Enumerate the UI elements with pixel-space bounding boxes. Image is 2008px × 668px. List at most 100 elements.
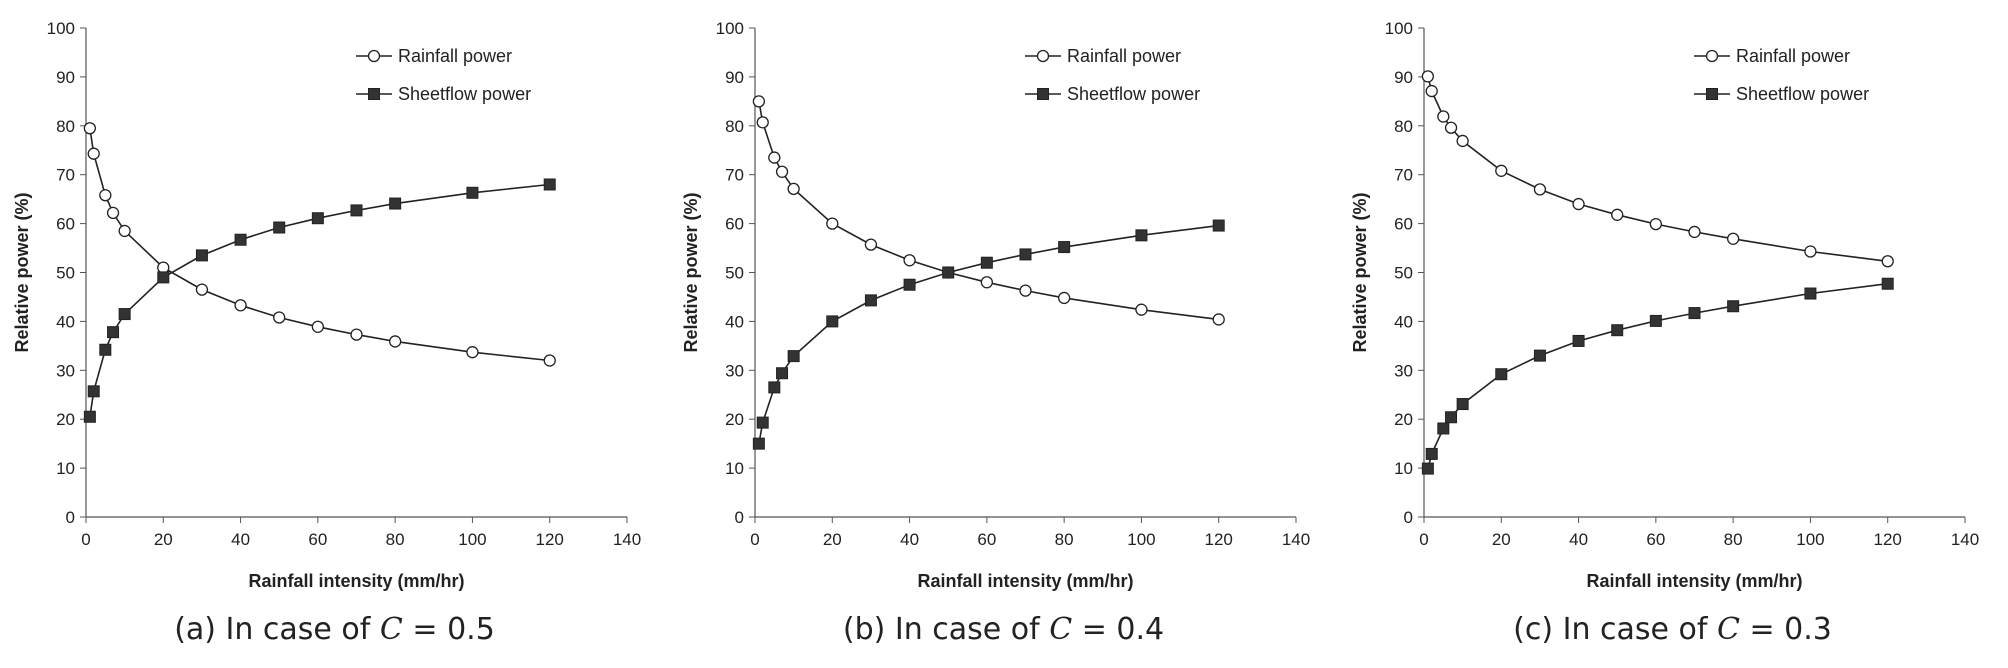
sheetflow-power-point xyxy=(752,437,765,450)
legend-marker-rainfall-power xyxy=(367,49,381,63)
rainfall-power-point xyxy=(756,116,769,129)
x-tick-label: 60 xyxy=(308,530,327,549)
x-tick-label: 100 xyxy=(1127,530,1155,549)
x-axis-title: Rainfall intensity (mm/hr) xyxy=(917,571,1133,591)
caption-a-value: = 0.5 xyxy=(402,612,495,647)
legend-label-sheetflow-power: Sheetflow power xyxy=(398,84,531,104)
chart-b: 0 10 20 30 40 50 60 70 80 90 100 0 20 40 60 80 100 120 140… xyxy=(681,19,1310,591)
rainfall-power-point xyxy=(752,95,766,108)
rainfall-power-point xyxy=(903,254,916,267)
x-tick-label: 20 xyxy=(1492,530,1511,549)
x-tick-label: 80 xyxy=(386,530,405,549)
legend-marker-sheetflow-power xyxy=(368,88,380,100)
legend-marker-sheetflow-power xyxy=(1706,88,1718,100)
rainfall-power-point xyxy=(1456,134,1469,148)
rainfall-power-point xyxy=(768,151,781,164)
rainfall-power-point xyxy=(118,224,131,238)
rainfall-power-point xyxy=(195,283,209,296)
rainfall-power-point xyxy=(1421,70,1435,83)
y-tick-label: 20 xyxy=(1394,410,1413,429)
y-tick-label: 10 xyxy=(725,459,744,478)
sheetflow-power-point xyxy=(350,204,363,217)
rainfall-power-point xyxy=(864,238,878,251)
rainfall-power-point xyxy=(1881,255,1894,268)
y-tick-label: 70 xyxy=(1394,166,1413,185)
rainfall-power-point xyxy=(1726,232,1740,245)
chart-c: 0 10 20 30 40 50 60 70 80 90 100 0 20 40 60 80 100 120 140… xyxy=(1350,19,1979,591)
y-axis-title: Relative power (%) xyxy=(681,192,701,352)
y-tick-label: 60 xyxy=(56,215,75,234)
rainfall-power-point xyxy=(234,299,247,312)
rainfall-power-point xyxy=(775,165,789,178)
y-tick-label: 70 xyxy=(725,166,744,185)
chart-panel-a: 0 10 20 30 40 50 60 70 80 90 100 0 20 40 60 80 100 120 140… xyxy=(0,0,669,668)
sheetflow-power-point xyxy=(195,249,208,262)
sheetflow-power-point xyxy=(787,350,800,363)
x-tick-label: 60 xyxy=(1646,530,1665,549)
sheetflow-power-point xyxy=(768,381,781,394)
sheetflow-power-point xyxy=(311,212,324,225)
rainfall-power-point xyxy=(1688,225,1701,239)
y-tick-label: 100 xyxy=(47,19,75,38)
rainfall-power-point xyxy=(273,311,286,324)
sheetflow-power-point xyxy=(1058,241,1071,254)
sheetflow-power-point xyxy=(1804,287,1817,300)
y-tick-label: 50 xyxy=(725,264,744,283)
sheetflow-power-point xyxy=(1572,334,1585,347)
rainfall-power-point xyxy=(1437,110,1450,123)
x-tick-label: 40 xyxy=(231,530,250,549)
rainfall-power-point xyxy=(99,189,112,202)
x-tick-label: 40 xyxy=(1569,530,1588,549)
caption-b-variable: C xyxy=(1049,612,1073,647)
legend-label-sheetflow-power: Sheetflow power xyxy=(1736,84,1869,104)
sheetflow-power-point xyxy=(1135,229,1148,242)
sheetflow-power-point xyxy=(1421,462,1434,475)
rainfall-power-point xyxy=(1057,291,1071,305)
rainfall-power-point xyxy=(1425,84,1438,98)
chart-panel-b: 0 10 20 30 40 50 60 70 80 90 100 0 20 40 60 80 100 120 140… xyxy=(669,0,1338,668)
sheetflow-power-point xyxy=(1019,248,1032,261)
y-tick-label: 30 xyxy=(56,361,75,380)
x-axis-title: Rainfall intensity (mm/hr) xyxy=(1586,571,1802,591)
x-tick-label: 80 xyxy=(1724,530,1743,549)
rainfall-power-point xyxy=(1533,183,1547,196)
caption-c-variable: C xyxy=(1716,612,1740,647)
x-tick-label: 40 xyxy=(900,530,919,549)
y-tick-label: 80 xyxy=(725,117,744,136)
sheetflow-power-point xyxy=(980,256,993,269)
x-axis-title: Rainfall intensity (mm/hr) xyxy=(248,571,464,591)
y-tick-label: 50 xyxy=(56,264,75,283)
sheetflow-power-point xyxy=(903,278,916,291)
sheetflow-power-point xyxy=(942,266,955,279)
legend-marker-sheetflow-power xyxy=(1037,88,1049,100)
caption-c-prefix: (c) In case of xyxy=(1513,612,1717,647)
legend-label-sheetflow-power: Sheetflow power xyxy=(1067,84,1200,104)
chart-a: 0 10 20 30 40 50 60 70 80 90 100 0 20 40 60 80 100 120 140… xyxy=(12,19,641,591)
y-tick-label: 60 xyxy=(1394,215,1413,234)
y-tick-label: 40 xyxy=(56,312,75,331)
sheetflow-power-point xyxy=(1611,324,1624,337)
sheetflow-power-point xyxy=(118,308,131,321)
y-tick-label: 100 xyxy=(1385,19,1413,38)
sheetflow-power-point xyxy=(466,186,479,199)
x-tick-label: 80 xyxy=(1055,530,1074,549)
y-tick-label: 10 xyxy=(1394,459,1413,478)
rainfall-power-point xyxy=(1019,284,1032,297)
x-tick-label: 0 xyxy=(750,530,759,549)
sheetflow-power-point xyxy=(1425,447,1438,460)
caption-c: (c) In case of C = 0.3 xyxy=(1338,612,2007,647)
rainfall-power-point xyxy=(1212,313,1225,326)
rainfall-power-point xyxy=(1649,217,1663,231)
caption-b: (b) In case of C = 0.4 xyxy=(669,612,1338,647)
sheetflow-power-point xyxy=(83,410,96,423)
chart-panel-c: 0 10 20 30 40 50 60 70 80 90 100 0 20 40 60 80 100 120 140… xyxy=(1338,0,2007,668)
x-tick-label: 100 xyxy=(458,530,486,549)
y-axis-title: Relative power (%) xyxy=(12,192,32,352)
sheetflow-power-point xyxy=(234,233,247,246)
caption-a-prefix: (a) In case of xyxy=(174,612,380,647)
legend-label-rainfall-power: Rainfall power xyxy=(398,46,512,66)
rainfall-power-point xyxy=(106,206,120,219)
sheetflow-power-point xyxy=(1445,411,1458,424)
rainfall-power-point xyxy=(466,346,479,359)
rainfall-power-point xyxy=(1611,208,1624,221)
